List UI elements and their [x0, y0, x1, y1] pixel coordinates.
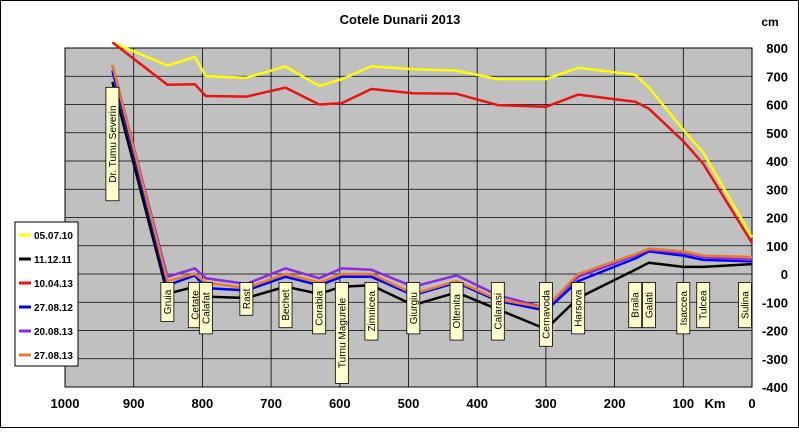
series-line [111, 41, 754, 244]
y-tick-label: -100 [762, 295, 788, 310]
station-label-box [449, 282, 464, 341]
station-label-box [160, 282, 175, 322]
station-label-text: Calarasi [493, 293, 504, 330]
station-label: Calafat [198, 282, 213, 335]
station-label-box [334, 282, 349, 384]
station-label-box [696, 282, 711, 329]
station-label-text: Dr. Tumu Severin [108, 105, 119, 182]
station-label: Braila [628, 282, 643, 329]
station-label: Dr. Tumu Severin [105, 86, 120, 202]
y-tick-label: 0 [781, 267, 788, 282]
station-label: Gruia [160, 282, 175, 322]
x-axis-label: Km [705, 396, 726, 411]
x-tick-label: 0 [748, 396, 755, 411]
station-label-box [628, 282, 643, 329]
station-label: Corabia [312, 282, 327, 335]
y-tick-label: -400 [762, 380, 788, 395]
station-label-text: Tulcea [699, 290, 710, 320]
plot-border [64, 47, 753, 388]
station-label: Harsova [571, 282, 586, 335]
station-label-box [198, 282, 213, 335]
y-tick-label: 400 [766, 154, 788, 169]
station-label-text: Sulina [741, 291, 752, 319]
station-label-text: Galati [644, 292, 655, 318]
station-label-box [312, 282, 327, 335]
legend-label: 20.08.13 [34, 327, 73, 338]
y-tick-label: 200 [766, 211, 788, 226]
station-label-box [105, 86, 120, 202]
x-tick-label: 600 [329, 396, 351, 411]
x-tick-label: 100 [672, 396, 694, 411]
station-label-box [571, 282, 586, 335]
station-label-box [364, 282, 379, 341]
station-label-text: Bechet [281, 289, 292, 320]
chart-title: Cotele Dunarii 2013 [340, 12, 461, 27]
station-label-box [676, 282, 691, 335]
y-tick-label: 500 [766, 126, 788, 141]
y-tick-label: 600 [766, 98, 788, 113]
station-label-box [539, 282, 553, 347]
y-tick-label: -200 [762, 324, 788, 339]
station-label-box [239, 282, 254, 316]
station-label-text: Zimnicea [367, 291, 378, 332]
y-tick-label: 700 [766, 69, 788, 84]
station-label-box [278, 282, 293, 329]
x-tick-label: 400 [466, 396, 488, 411]
station-label: Sulina [738, 282, 752, 329]
station-label: Turnu Magurele [334, 282, 349, 384]
station-label-text: Cernavoda [541, 289, 552, 338]
station-label: Zimnicea [364, 282, 379, 341]
station-label: Rast [239, 282, 254, 316]
station-label: Tulcea [696, 282, 711, 329]
y-axis-label: cm [761, 15, 778, 29]
station-label-text: Gruia [163, 289, 174, 314]
station-label: Cernavoda [539, 282, 553, 347]
x-tick-label: 800 [192, 396, 214, 411]
station-label: Giurgiu [406, 282, 421, 335]
x-tick-label: 300 [535, 396, 557, 411]
station-label-box [490, 282, 505, 341]
station-label: Isaccea [676, 282, 691, 335]
legend-label: 27.08.12 [34, 303, 73, 314]
y-tick-label: 300 [766, 182, 788, 197]
x-tick-label: 900 [123, 396, 145, 411]
station-label-text: Corabia [315, 290, 326, 325]
station-label-text: Isaccea [679, 291, 690, 326]
legend-label: 10.04.13 [34, 279, 73, 290]
station-label-text: Rast [242, 288, 253, 309]
station-label-text: Calafat [201, 292, 212, 324]
station-label-text: Harsova [574, 289, 585, 327]
station-label-text: Turnu Magurele [337, 297, 348, 368]
station-label-text: Cetate [190, 290, 201, 320]
x-tick-label: 500 [398, 396, 420, 411]
station-label: Galati [642, 282, 656, 329]
legend-box [14, 221, 79, 367]
series-line [111, 41, 754, 238]
y-tick-label: 100 [766, 239, 788, 254]
station-label-text: Braila [631, 292, 642, 318]
station-label-text: Giurgiu [409, 292, 420, 324]
y-tick-label: 800 [766, 41, 788, 56]
x-tick-label: 1000 [51, 396, 80, 411]
x-tick-label: 700 [260, 396, 282, 411]
station-label-box [642, 282, 656, 329]
station-label-text: Oltenita [452, 294, 463, 329]
station-label: Calarasi [490, 282, 505, 341]
x-tick-label: 200 [604, 396, 626, 411]
legend-label: 11.12.11 [34, 255, 72, 266]
station-label-box [738, 282, 752, 329]
legend-label: 05.07.10 [34, 231, 73, 242]
y-tick-label: -300 [762, 352, 788, 367]
legend-label: 27.08.13 [34, 351, 73, 362]
station-label-box [406, 282, 421, 335]
station-label: Oltenita [449, 282, 464, 341]
station-label: Bechet [278, 282, 293, 329]
